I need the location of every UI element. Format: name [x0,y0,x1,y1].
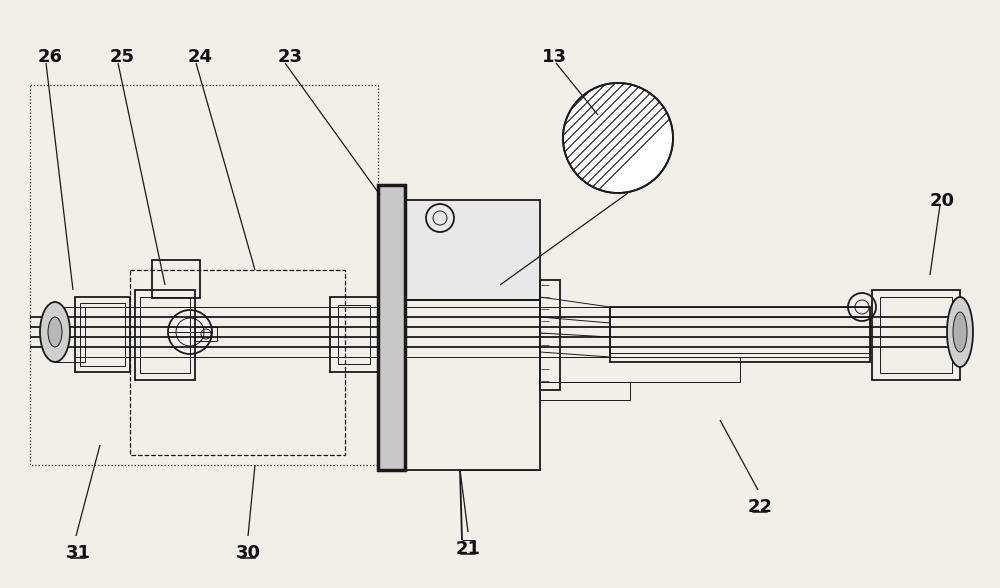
Bar [195,327,217,341]
Bar [80,303,125,366]
Ellipse shape [953,312,967,352]
Text: 23: 23 [278,48,303,66]
Bar [405,200,540,300]
Bar [130,270,345,455]
Text: 13: 13 [542,48,566,66]
Bar [338,305,370,364]
Bar [540,382,630,400]
Bar [880,297,952,373]
Text: 20: 20 [929,192,954,210]
Bar [135,290,195,380]
Text: 30: 30 [236,544,261,562]
Bar [140,297,190,373]
Text: 31: 31 [66,544,91,562]
Bar [30,85,378,465]
Text: 22: 22 [748,498,772,516]
Text: 21: 21 [456,540,480,558]
Ellipse shape [40,302,70,362]
Text: 26: 26 [38,48,63,66]
Bar [405,300,540,470]
Bar [75,297,130,372]
Bar [872,290,960,380]
Bar [540,357,740,382]
Circle shape [563,83,673,193]
Bar [610,307,870,362]
Bar [378,185,405,470]
Bar [610,317,870,353]
Ellipse shape [48,317,62,347]
Bar [55,307,85,362]
Bar [540,280,560,390]
Text: 24: 24 [188,48,213,66]
Ellipse shape [947,297,973,367]
Text: 25: 25 [110,48,135,66]
Bar [330,297,378,372]
Bar [152,260,200,298]
